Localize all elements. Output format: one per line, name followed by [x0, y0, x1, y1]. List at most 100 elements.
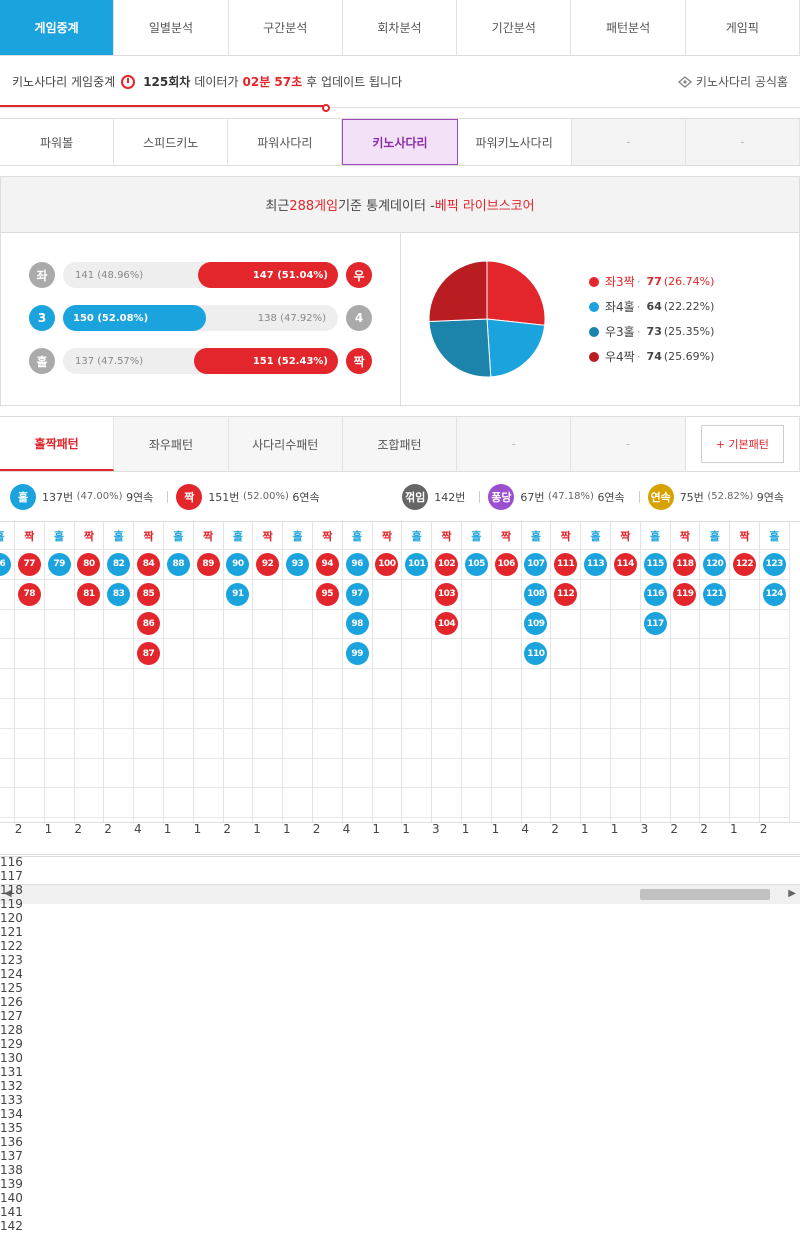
game-tab-2[interactable]: 파워사다리 — [228, 119, 343, 165]
official-home-label: 키노사다리 공식홈 — [695, 75, 788, 89]
main-tab-5[interactable]: 패턴분석 — [571, 0, 686, 55]
grid-cell — [610, 669, 640, 699]
result-ball: 112 — [554, 582, 578, 606]
pattern-tab-5[interactable]: - — [571, 417, 686, 471]
round-number: 125회차 — [143, 75, 191, 89]
main-tab-4[interactable]: 기간분석 — [457, 0, 572, 55]
grid-cell — [342, 669, 372, 699]
grid-cell: 112 — [551, 580, 581, 610]
round-number-cell: 128 — [0, 1023, 23, 1037]
basic-pattern-button[interactable]: + 기본패턴 — [700, 425, 784, 463]
legend-value: 73 — [646, 325, 662, 338]
game-tab-5[interactable]: - — [571, 119, 686, 165]
grid-cell — [730, 788, 759, 819]
grid-cell — [163, 580, 193, 610]
grid-cell — [0, 729, 14, 759]
grid-cell — [759, 669, 789, 699]
basic-pattern-tab: + 기본패턴 — [685, 417, 800, 471]
grid-cell — [134, 759, 163, 789]
result-ball: 121 — [703, 582, 727, 606]
scroll-right-icon[interactable]: ▶ — [788, 888, 796, 899]
result-ball: 116 — [643, 582, 667, 606]
logo-icon — [677, 75, 692, 88]
grid-cell — [134, 699, 163, 729]
stat-fill: 150 (52.08%) — [63, 305, 207, 331]
game-tab-6[interactable]: - — [685, 119, 800, 165]
column-header: 짝 — [372, 522, 402, 550]
main-tab-2[interactable]: 구간분석 — [229, 0, 343, 55]
grid-cell — [491, 759, 521, 789]
scroll-left-icon[interactable]: ◀ — [4, 888, 12, 899]
grid-cell — [700, 788, 730, 819]
stat-row: 홀 137 (47.57%) 151 (52.43%) 짝 — [1, 347, 400, 375]
round-number-cell: 134 — [0, 1107, 23, 1121]
grid-cell — [104, 699, 134, 729]
round-number-cell: 123 — [0, 953, 23, 967]
pattern-tab-2[interactable]: 사다리수패턴 — [228, 417, 343, 471]
pattern-column: 짝 80 81 — [74, 522, 105, 822]
game-tab-4[interactable]: 파워키노사다리 — [458, 119, 572, 165]
cont-count: 75번 — [679, 490, 704, 504]
legend-sep: · — [636, 299, 641, 314]
pattern-grid[interactable]: 홀761짝77782홀791짝80812홀82832짝848586874홀881… — [0, 522, 800, 857]
grid-cell — [759, 759, 789, 789]
result-ball: 82 — [107, 552, 131, 576]
grid-cell — [640, 669, 670, 699]
main-tab-3[interactable]: 회차분석 — [343, 0, 458, 55]
grid-cell — [0, 788, 14, 819]
result-ball: 97 — [345, 582, 369, 606]
main-tab-1[interactable]: 일별분석 — [114, 0, 229, 55]
main-tab-6[interactable]: 게임픽 — [686, 0, 800, 55]
grid-cell — [581, 788, 610, 819]
grid-cell: 80 — [74, 550, 104, 580]
game-tab-0[interactable]: 파워볼 — [0, 119, 115, 165]
round-number-cell: 142 — [0, 1219, 23, 1233]
legend-item: 좌3짝 · 77 (26.74%) — [589, 269, 714, 294]
grid-cell — [14, 610, 44, 640]
round-number-cell: 118 — [0, 883, 23, 897]
result-ball: 109 — [524, 612, 548, 636]
horizontal-scrollbar[interactable]: ◀ ▶ — [0, 884, 800, 904]
column-header: 짝 — [253, 522, 283, 550]
scroll-thumb[interactable] — [640, 889, 770, 900]
grid-cell — [491, 729, 521, 759]
grid-cell — [670, 699, 700, 729]
grid-cell — [312, 639, 342, 670]
column-count: 2 — [700, 822, 708, 836]
column-count: 1 — [581, 822, 589, 836]
grid-cell — [491, 639, 521, 670]
pattern-tab-3[interactable]: 조합패턴 — [342, 417, 458, 471]
grid-cell — [432, 759, 461, 789]
grid-cell — [283, 580, 312, 610]
column-header: 짝 — [193, 522, 223, 550]
result-ball: 83 — [107, 582, 131, 606]
countdown-time: 02분 57초 — [242, 75, 303, 89]
round-number-cell: 125 — [0, 981, 23, 995]
grid-cell — [670, 669, 700, 699]
grid-cell — [104, 610, 134, 640]
grid-cell — [44, 580, 74, 610]
grid-cell: 120 — [700, 550, 730, 580]
stat-right-ball: 4 — [346, 305, 372, 331]
grid-cell: 84 — [134, 550, 163, 580]
grid-cell — [372, 788, 402, 819]
pong-ball: 퐁당 — [488, 483, 515, 510]
grid-cell — [461, 729, 491, 759]
game-tab-1[interactable]: 스피드키노 — [114, 119, 229, 165]
column-count: 2 — [670, 822, 679, 836]
pattern-tab-1[interactable]: 좌우패턴 — [114, 417, 229, 471]
result-ball: 115 — [643, 552, 667, 576]
grid-cell — [342, 788, 372, 819]
result-ball: 92 — [256, 552, 280, 576]
legend-pct: (25.35%) — [663, 325, 715, 338]
column-count: 2 — [223, 822, 232, 836]
official-home-link[interactable]: 키노사다리 공식홈 — [677, 73, 788, 90]
grid-cell — [730, 699, 759, 729]
main-tab-0[interactable]: 게임중계 — [0, 0, 115, 55]
result-ball: 122 — [733, 552, 756, 576]
pattern-tab-0[interactable]: 홀짝패턴 — [0, 417, 115, 471]
pie-slice-2 — [428, 318, 492, 378]
pattern-tab-4[interactable]: - — [457, 417, 572, 471]
game-tab-3[interactable]: 키노사다리 — [342, 119, 458, 165]
legend-sep: · — [636, 324, 641, 339]
